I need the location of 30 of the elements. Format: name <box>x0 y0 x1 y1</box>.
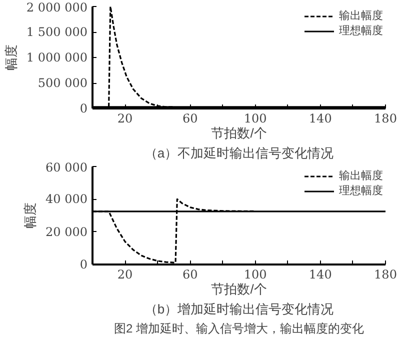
y-tick-label: 1 000 000 <box>26 50 88 64</box>
x-tick-label: 100 <box>244 268 267 282</box>
y-tick-label: 40 000 <box>46 192 88 206</box>
legend-label: 输出幅度 <box>339 8 383 23</box>
y-tick-label: 0 <box>80 258 88 272</box>
y-axis-title: 幅度 <box>22 202 38 228</box>
legend-label: 输出幅度 <box>339 168 383 183</box>
x-axis-title: 节拍数/个 <box>211 282 267 296</box>
x-tick-label: 180 <box>374 112 397 126</box>
y-tick-label: 0 <box>80 102 88 116</box>
caption: 图2 增加延时、输入信号增大，输出幅度的变化 <box>114 322 364 336</box>
text: （b）增加延时输出信号变化情况 <box>144 302 334 316</box>
legend-label: 理想幅度 <box>339 24 383 38</box>
y-tick-label: 500 000 <box>38 76 88 90</box>
y-tick-label: 1 500 000 <box>26 25 88 39</box>
x-axis-title: 节拍数/个 <box>211 126 267 140</box>
x-tick-label: 60 <box>182 112 198 126</box>
y-tick-label: 2 000 000 <box>26 0 88 14</box>
x-tick-label: 180 <box>374 268 397 282</box>
y-tick-label: 20 000 <box>46 224 88 239</box>
x-tick-label: 60 <box>182 268 198 282</box>
x-tick-label: 140 <box>308 112 332 126</box>
legend-label: 理想幅度 <box>339 184 383 198</box>
x-tick-label: 140 <box>308 268 332 282</box>
x-tick-label: 20 <box>117 268 133 282</box>
y-axis-title: 幅度 <box>3 44 18 70</box>
x-tick-label: 20 <box>117 112 133 126</box>
x-tick-label: 100 <box>244 112 267 126</box>
y-tick-label: 60 000 <box>46 160 88 174</box>
text: （a）不加延时输出信号变化情况 <box>144 146 334 160</box>
